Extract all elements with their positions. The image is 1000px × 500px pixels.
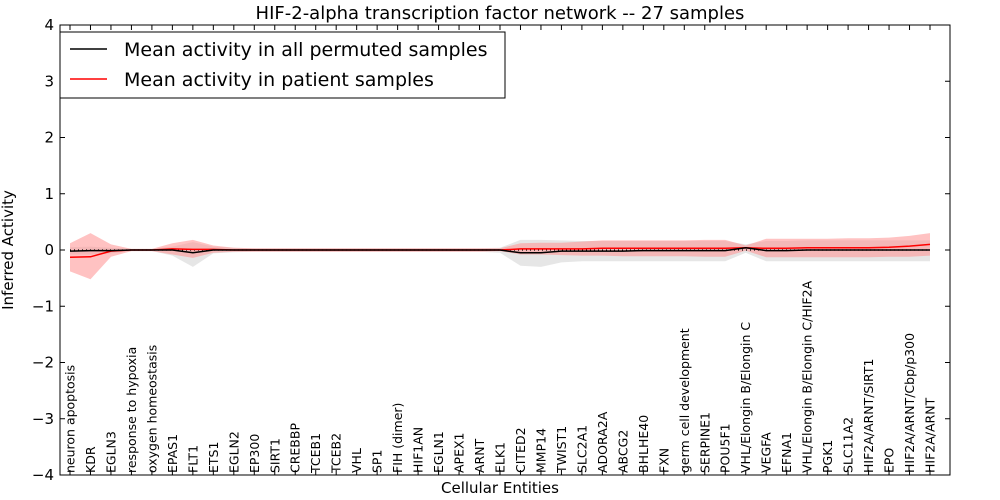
bands bbox=[70, 233, 930, 280]
legend-label-permuted: Mean activity in all permuted samples bbox=[124, 39, 487, 61]
y-tick-label: 0 bbox=[44, 241, 54, 259]
x-tick-label: CREBBP bbox=[288, 423, 303, 473]
x-tick-label: APEX1 bbox=[452, 432, 467, 473]
x-tick-label: ETS1 bbox=[206, 442, 221, 473]
x-tick-label: neuron apoptosis bbox=[63, 365, 78, 473]
y-tick-label: 4 bbox=[44, 16, 54, 34]
x-tick-label: FXN bbox=[656, 448, 671, 473]
x-tick-label: EGLN3 bbox=[104, 431, 119, 473]
y-tick-label: 2 bbox=[44, 129, 54, 147]
x-tick-label: HIF2A/ARNT/SIRT1 bbox=[861, 359, 876, 473]
y-tick-label: −4 bbox=[32, 466, 54, 484]
x-tick-label: SLC11A2 bbox=[841, 417, 856, 473]
x-tick-label: HIF1AN bbox=[411, 427, 426, 473]
x-tick-label: TCEB1 bbox=[308, 433, 323, 474]
y-tick-label: −1 bbox=[32, 297, 54, 315]
x-tick-label: MMP14 bbox=[534, 428, 549, 473]
x-tick-label: TWIST1 bbox=[554, 426, 569, 474]
x-tick-label: POU5F1 bbox=[718, 423, 733, 473]
x-tick-label: VEGFA bbox=[759, 432, 774, 473]
x-tick-label: ELK1 bbox=[493, 442, 508, 473]
x-tick-label: SIRT1 bbox=[267, 438, 282, 473]
x-tick-label: oxygen homeostasis bbox=[144, 345, 159, 473]
x-tick-label: ADORA2A bbox=[595, 411, 610, 473]
x-tick-label: CITED2 bbox=[513, 427, 528, 473]
x-tick-label: EFNA1 bbox=[779, 432, 794, 473]
y-tick-label: −3 bbox=[32, 410, 54, 428]
x-tick-label: VHL bbox=[349, 448, 364, 473]
x-tick-label: EPAS1 bbox=[165, 434, 180, 473]
x-tick-label: HIF2A/ARNT/Cbp/p300 bbox=[902, 333, 917, 473]
x-tick-label: EPO bbox=[882, 448, 897, 473]
x-tick-label: ARNT bbox=[472, 438, 487, 473]
x-tick-labels: neuron apoptosis KDR EGLN3 response to hypo… bbox=[63, 25, 938, 475]
chart-title: HIF-2-alpha transcription factor network… bbox=[256, 3, 745, 24]
x-tick-label: germ cell development bbox=[677, 328, 692, 473]
legend: Mean activity in all permuted samples Me… bbox=[59, 31, 506, 99]
x-tick-label: response to hypoxia bbox=[124, 347, 139, 473]
x-tick-label: EGLN2 bbox=[226, 431, 241, 473]
legend-label-patient: Mean activity in patient samples bbox=[124, 69, 434, 91]
x-tick-label: ABCG2 bbox=[615, 430, 630, 473]
y-tick-label: 3 bbox=[44, 72, 54, 90]
x-axis-label: Cellular Entities bbox=[441, 479, 559, 497]
x-tick-label: EP300 bbox=[247, 434, 262, 473]
x-tick-label: VHL/Elongin B/Elongin C/HIF2A bbox=[800, 280, 815, 473]
x-tick-label: EGLN1 bbox=[431, 431, 446, 473]
x-tick-label: FIH (dimer) bbox=[390, 403, 405, 473]
x-tick-label: VHL/Elongin B/Elongin C bbox=[738, 322, 753, 473]
x-tick-label: SERPINE1 bbox=[697, 412, 712, 473]
x-tick-label: BHLHE40 bbox=[636, 415, 651, 473]
x-tick-label: TCEB2 bbox=[329, 433, 344, 474]
y-axis-label: Inferred Activity bbox=[0, 190, 17, 310]
x-tick-label: FLT1 bbox=[185, 445, 200, 473]
y-tick-label: −2 bbox=[32, 354, 54, 372]
x-tick-label: SP1 bbox=[370, 450, 385, 473]
band-patient bbox=[70, 233, 930, 280]
x-tick-label: KDR bbox=[83, 446, 98, 473]
legend-box bbox=[59, 31, 506, 99]
y-tick-label: 1 bbox=[44, 185, 54, 203]
x-tick-label: SLC2A1 bbox=[574, 425, 589, 473]
series-lines bbox=[69, 243, 931, 259]
x-tick-label: PGK1 bbox=[820, 440, 835, 473]
series-line-permuted bbox=[69, 247, 930, 254]
y-axis: −4 −3 −2 −1 0 1 2 3 4 bbox=[32, 16, 950, 484]
x-tick-label: HIF2A/ARNT bbox=[923, 397, 938, 473]
